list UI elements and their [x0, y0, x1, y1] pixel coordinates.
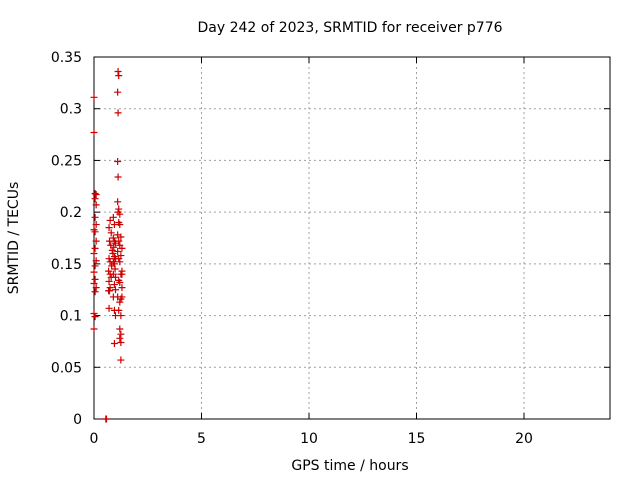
data-point — [118, 284, 126, 292]
x-axis-label: GPS time / hours — [291, 458, 408, 474]
y-tick-label: 0.1 — [60, 309, 82, 325]
data-point — [115, 306, 123, 314]
data-point — [105, 255, 113, 263]
data-point — [117, 338, 125, 346]
data-point — [110, 243, 118, 251]
data-point — [106, 284, 114, 292]
data-point — [91, 313, 99, 321]
data-point — [118, 293, 126, 301]
data-point — [110, 339, 118, 347]
data-point — [117, 233, 125, 241]
data-point — [102, 415, 110, 423]
data-point — [91, 213, 99, 221]
x-tick-label: 10 — [300, 431, 318, 447]
x-axis: 0 5 10 15 20 — [90, 57, 533, 447]
data-point — [109, 250, 117, 258]
data-point — [115, 237, 123, 245]
x-tick-label: 20 — [515, 431, 533, 447]
data-point — [90, 310, 98, 318]
y-tick-label: 0.05 — [51, 360, 82, 376]
data-point — [90, 93, 98, 101]
data-point — [90, 268, 98, 276]
chart-title: Day 242 of 2023, SRMTID for receiver p77… — [197, 20, 502, 36]
data-point — [91, 244, 99, 252]
plot-frame — [93, 56, 611, 420]
data-point — [91, 228, 99, 236]
y-tick-label: 0.25 — [51, 153, 82, 169]
data-point — [116, 325, 124, 333]
data-point — [91, 195, 99, 203]
data-point — [91, 275, 99, 283]
data-point — [114, 109, 122, 117]
data-point — [114, 173, 122, 181]
data-point — [90, 250, 98, 258]
data-point — [108, 246, 116, 254]
data-point — [114, 198, 122, 206]
x-tick-label: 15 — [408, 431, 426, 447]
data-point — [90, 280, 98, 288]
data-point — [116, 298, 124, 306]
data-point — [91, 262, 99, 270]
data-point — [92, 201, 100, 209]
data-point — [112, 273, 119, 281]
data-point — [118, 270, 126, 278]
data-point — [116, 221, 124, 229]
data-point — [105, 224, 113, 232]
data-point — [111, 265, 119, 273]
data-point — [116, 258, 124, 266]
x-tick-label: 5 — [197, 431, 206, 447]
y-tick-label: 0.2 — [60, 205, 82, 221]
data-point — [105, 287, 113, 295]
data-point — [106, 216, 114, 224]
data-point — [109, 213, 117, 221]
data-point — [92, 257, 100, 265]
y-tick-label: 0.3 — [60, 102, 82, 118]
data-points — [90, 67, 126, 423]
data-point — [117, 356, 125, 364]
data-point — [92, 237, 100, 245]
data-point — [116, 334, 124, 342]
data-point — [115, 205, 123, 213]
y-axis-label: SRMTID / TECUs — [6, 182, 22, 295]
data-point — [116, 278, 124, 286]
data-point — [107, 229, 115, 237]
y-axis: 0 0.05 0.1 0.15 0.2 0.25 0.3 0.35 — [51, 50, 610, 428]
data-point — [114, 157, 122, 165]
data-point — [110, 260, 118, 268]
data-point — [116, 210, 124, 218]
y-tick-label: 0.35 — [51, 50, 82, 66]
data-point — [91, 288, 99, 296]
data-point — [117, 330, 125, 338]
data-point — [112, 286, 119, 294]
data-point — [115, 255, 123, 263]
data-point — [92, 191, 100, 199]
data-point — [105, 267, 113, 275]
data-point — [117, 312, 125, 320]
grid-lines — [94, 57, 610, 419]
data-point — [92, 284, 100, 292]
data-point — [114, 67, 122, 75]
data-point — [90, 325, 98, 333]
data-point — [90, 129, 98, 137]
data-point — [118, 244, 126, 252]
data-point — [109, 234, 117, 242]
data-point — [114, 88, 122, 96]
data-point — [105, 277, 113, 285]
data-point — [114, 247, 122, 255]
y-tick-label: 0 — [73, 412, 82, 428]
y-tick-label: 0.15 — [51, 257, 82, 273]
data-point — [110, 281, 118, 289]
x-tick-label: 0 — [90, 431, 99, 447]
data-point — [105, 304, 113, 312]
data-point — [115, 72, 123, 80]
data-point — [92, 221, 100, 229]
